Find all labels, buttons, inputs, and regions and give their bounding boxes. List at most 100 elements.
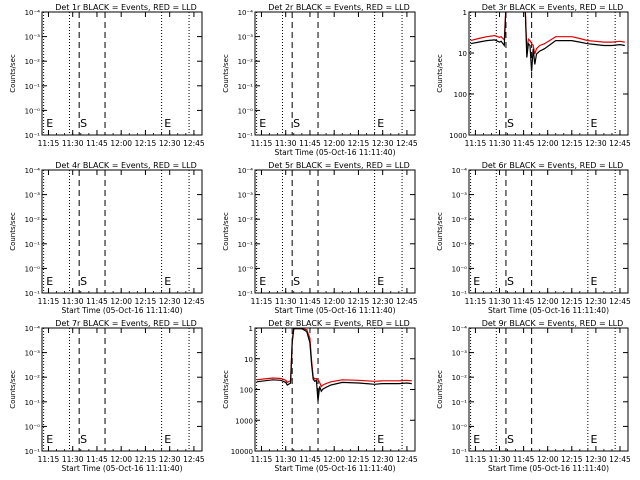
x-tick-label: 12:30: [372, 139, 394, 148]
x-tick-label: 11:15: [251, 297, 273, 306]
y-tick-label: 10⁻³: [452, 350, 468, 358]
y-tick-label: 10⁻⁰: [25, 265, 41, 273]
x-tick-label: 12:30: [585, 297, 607, 306]
x-tick-label: 11:45: [299, 455, 321, 464]
y-tick-label: 10⁻⁰: [452, 423, 468, 431]
y-tick-label: 10⁻²: [452, 216, 468, 224]
flag-label-e: E: [46, 433, 53, 446]
x-tick-label: 12:30: [159, 455, 181, 464]
plot-frame: [41, 327, 203, 452]
x-tick-label: 11:45: [299, 297, 321, 306]
y-tick-label: 10⁻¹: [238, 132, 254, 140]
y-tick-label: 10⁻¹: [452, 399, 468, 407]
x-tick-label: 11:30: [275, 297, 297, 306]
plot-frame: [41, 169, 203, 294]
y-tick-label: 10⁻⁰: [25, 107, 41, 115]
plot-frame: [41, 11, 203, 136]
x-tick-label: 12:45: [183, 455, 205, 464]
x-tick-label: 12:15: [348, 297, 370, 306]
x-tick-label: 12:45: [396, 297, 418, 306]
panel-title: Det 6r BLACK = Events, RED = LLD: [482, 161, 624, 170]
flag-label-e: E: [377, 433, 384, 446]
panel-title: Det 5r BLACK = Events, RED = LLD: [268, 161, 410, 170]
series-group: [470, 12, 625, 72]
x-tick-label: 12:15: [348, 455, 370, 464]
flag-label-e: E: [473, 433, 480, 446]
x-tick-label: 11:15: [38, 139, 60, 148]
y-tick-label: 10⁻²: [238, 216, 254, 224]
x-tick-label: 12:45: [396, 139, 418, 148]
x-tick-label: 11:30: [489, 297, 511, 306]
x-tick-label: 11:30: [62, 297, 84, 306]
x-tick-label: 12:30: [159, 297, 181, 306]
y-tick-label: 10⁻¹: [25, 399, 41, 407]
x-tick-label: 11:30: [275, 455, 297, 464]
x-axis-label: Start Time (05-Oct-16 11:11:40): [61, 306, 182, 315]
panel-title: Det 3r BLACK = Events, RED = LLD: [482, 3, 624, 12]
y-axis-label: Counts/sec: [436, 370, 444, 409]
x-tick-label: 12:15: [561, 455, 583, 464]
x-tick-label: 12:15: [135, 139, 157, 148]
y-tick-label: 10: [458, 50, 467, 58]
x-tick-label: 11:15: [465, 297, 487, 306]
x-tick-label: 12:30: [372, 455, 394, 464]
x-tick-label: 11:45: [86, 139, 108, 148]
x-axis-label: Start Time (05-Oct-16 11:11:40): [274, 306, 395, 315]
y-axis-label: Counts/sec: [9, 370, 17, 409]
y-tick-label: 10⁻¹: [238, 290, 254, 298]
flag-label-s: S: [80, 433, 87, 446]
y-tick-label: 10⁻²: [25, 374, 41, 382]
x-tick-label: 12:00: [110, 455, 132, 464]
y-tick-label: 10⁻⁰: [25, 423, 41, 431]
flag-label-e: E: [259, 275, 266, 288]
flag-label-e: E: [590, 275, 597, 288]
panel-title: Det 4r BLACK = Events, RED = LLD: [55, 161, 197, 170]
flag-label-e: E: [46, 275, 53, 288]
x-tick-label: 12:00: [323, 297, 345, 306]
panel-title: Det 8r BLACK = Events, RED = LLD: [268, 319, 410, 328]
x-tick-label: 12:00: [110, 139, 132, 148]
x-tick-label: 12:00: [323, 139, 345, 148]
series-line-lld: [256, 328, 412, 388]
y-tick-label: 10⁻¹: [238, 83, 254, 91]
x-tick-label: 12:15: [561, 297, 583, 306]
y-tick-label: 10⁻³: [452, 192, 468, 200]
x-tick-label: 11:15: [251, 455, 273, 464]
flag-label-e: E: [377, 117, 384, 130]
flag-label-e: E: [259, 117, 266, 130]
x-tick-label: 11:30: [489, 455, 511, 464]
flag-label-s: S: [507, 117, 514, 130]
x-axis-label: Start Time (05-Oct-16 11:11:40): [274, 464, 395, 473]
x-axis-label: Start Time (05-Oct-16 11:11:40): [274, 148, 395, 157]
y-tick-label: 10⁻¹: [25, 83, 41, 91]
plot-frame: [468, 169, 629, 294]
y-tick-label: 10⁻⁴: [452, 325, 468, 333]
plot-frame: [254, 327, 416, 452]
y-tick-label: 10⁻¹: [25, 132, 41, 140]
x-tick-label: 11:30: [62, 455, 84, 464]
y-tick-label: 10⁻²: [238, 58, 254, 66]
panel-title: Det 2r BLACK = Events, RED = LLD: [268, 3, 410, 12]
y-axis-label: Counts/sec: [9, 54, 17, 93]
x-tick-label: 11:45: [299, 139, 321, 148]
flag-label-e: E: [590, 433, 597, 446]
x-tick-label: 11:15: [465, 139, 487, 148]
x-tick-label: 11:15: [38, 297, 60, 306]
y-tick-label: 10⁻¹: [25, 241, 41, 249]
x-axis-label: Start Time (05-Oct-16 11:11:40): [61, 464, 182, 473]
x-tick-label: 12:45: [609, 297, 631, 306]
x-tick-label: 11:45: [513, 297, 535, 306]
series-line-events: [470, 12, 625, 72]
x-tick-label: 12:00: [537, 455, 559, 464]
y-tick-label: 1: [463, 9, 467, 17]
x-tick-label: 12:45: [609, 455, 631, 464]
panel-4: Det 4r BLACK = Events, RED = LLD 11:15 11:…: [9, 161, 205, 315]
y-tick-label: 10⁻¹: [238, 241, 254, 249]
panel-title: Det 7r BLACK = Events, RED = LLD: [55, 319, 197, 328]
flag-label-s: S: [507, 433, 514, 446]
plot-frame: [254, 11, 416, 136]
y-tick-label: 10⁻⁴: [238, 167, 254, 175]
series-line-events: [256, 328, 412, 402]
